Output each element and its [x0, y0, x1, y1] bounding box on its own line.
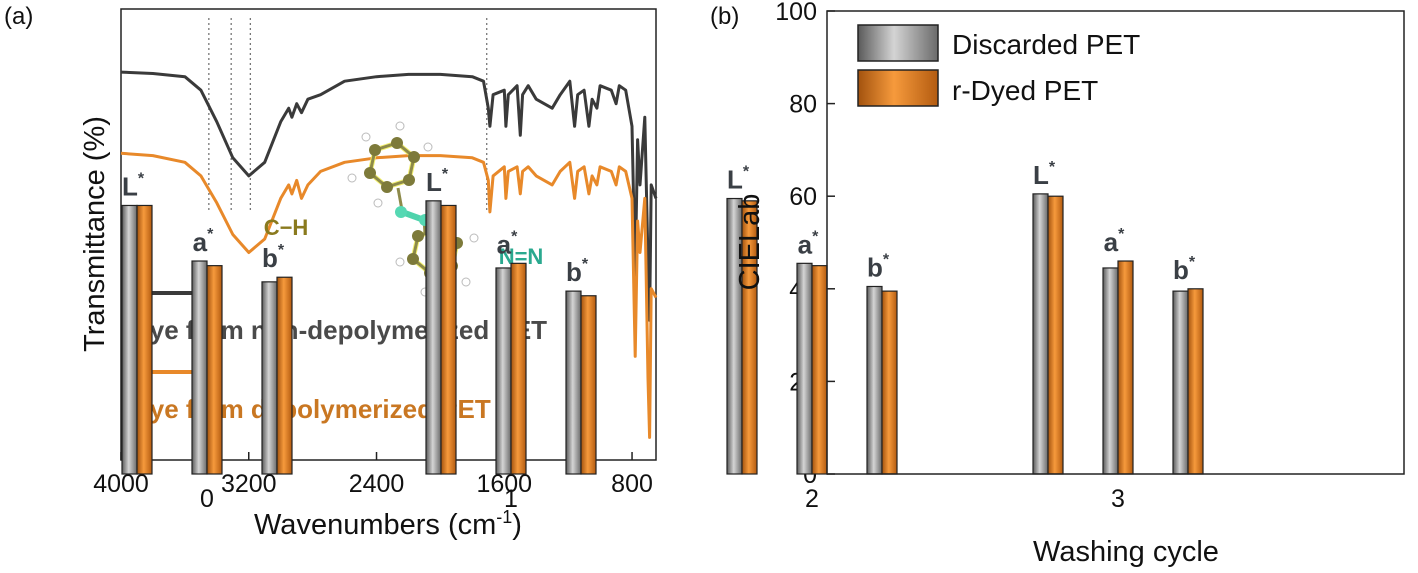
- panel-a-label: (a): [4, 3, 33, 30]
- bar-discarded-cycle-1-l: [425, 200, 442, 475]
- bar-discarded-cycle-0-b: [261, 281, 278, 475]
- bar-discarded-cycle-1-b: [565, 290, 582, 475]
- panel-a-x-axis-title: Wavenumbers (cm-1): [254, 507, 522, 541]
- panel-b-ytick-label: 60: [789, 183, 817, 211]
- bar-discarded-cycle-2-a: [796, 262, 813, 475]
- group-label-a: a*: [193, 226, 214, 257]
- group-label-l: L*: [426, 166, 449, 197]
- bar-r-dyed-cycle-3-l: [1047, 195, 1064, 475]
- group-label-b: b*: [867, 251, 890, 282]
- azobenzene-molecule-icon: [347, 121, 479, 297]
- panel-a-series: [120, 70, 658, 439]
- bar-r-dyed-cycle-3-a: [1117, 260, 1134, 475]
- panel-b-x-axis: 0 1 2 3: [200, 466, 1125, 513]
- group-label-b: b*: [1173, 254, 1196, 285]
- panel-b-xtick-label: 2: [805, 485, 819, 513]
- bar-r-dyed-cycle-2-b: [881, 290, 898, 475]
- bar-r-dyed-cycle-2-l: [741, 200, 758, 475]
- panel-a-xticks: 4000 3200 2400 1600 800: [93, 452, 653, 498]
- bar-discarded-cycle-2-b: [866, 285, 883, 475]
- bar-discarded-cycle-3-l: [1032, 193, 1049, 475]
- legend-swatch-discarded-pet: [857, 24, 939, 62]
- panel-b-bars: [121, 193, 1204, 475]
- legend-label-discarded-pet: Discarded PET: [952, 29, 1140, 60]
- legend-label-r-dyed-pet: r-Dyed PET: [952, 75, 1098, 106]
- group-label-l: L*: [727, 164, 750, 195]
- panel-b-y-axis-title: CIELab: [734, 194, 766, 291]
- bar-r-dyed-cycle-1-b: [580, 295, 597, 475]
- group-label-b: b*: [262, 242, 285, 273]
- bar-r-dyed-cycle-0-l: [136, 204, 153, 475]
- annotation-c-h: C−H: [264, 215, 309, 240]
- panel-b-group-labels: L* a* b* L* a* b* L* a* b* L* a* b*: [122, 159, 1196, 287]
- bar-discarded-cycle-3-b: [1172, 290, 1189, 475]
- panel-b-xtick-label: 1: [504, 485, 518, 513]
- group-label-a: a*: [1104, 226, 1125, 257]
- bar-discarded-cycle-0-l: [121, 204, 138, 475]
- legend-swatch-r-dyed-pet: [857, 69, 939, 107]
- group-label-l: L*: [122, 170, 145, 201]
- panel-a-y-axis-title: Transmittance (%): [79, 116, 111, 352]
- panel-b-ytick-label: 80: [789, 91, 817, 119]
- panel-a-xtick-label: 3200: [221, 470, 277, 498]
- bar-r-dyed-cycle-0-a: [206, 265, 223, 475]
- panel-b-xtick-label: 0: [200, 485, 214, 513]
- bar-discarded-cycle-3-a: [1102, 267, 1119, 475]
- group-label-a: a*: [798, 228, 819, 259]
- panel-a-series-line-1: [120, 151, 658, 439]
- bar-r-dyed-cycle-2-a: [811, 265, 828, 475]
- bar-r-dyed-cycle-3-b: [1187, 288, 1204, 475]
- panel-b-xtick-label: 3: [1111, 485, 1125, 513]
- bar-r-dyed-cycle-0-b: [276, 276, 293, 475]
- panel-a: (a) 4000 3200 2400 1600 800 Wavenumbers (cm-…: [4, 3, 658, 541]
- panel-a-plot-frame: [120, 8, 657, 461]
- panel-a-xtick-label: 800: [611, 470, 653, 498]
- bar-r-dyed-cycle-1-l: [440, 204, 457, 475]
- bar-discarded-cycle-0-a: [191, 260, 208, 475]
- panel-b-plot-frame: [826, 10, 1405, 475]
- group-label-a: a*: [497, 228, 518, 259]
- panel-a-xtick-label: 2400: [349, 470, 405, 498]
- panel-b-x-axis-title: Washing cycle: [1033, 536, 1219, 568]
- panel-b-label: (b): [710, 3, 739, 30]
- panel-a-xtick-label: 1600: [476, 470, 532, 498]
- panel-a-xtick-label: 4000: [93, 470, 149, 498]
- bar-discarded-cycle-1-a: [495, 267, 512, 475]
- panel-b-legend: Discarded PET r-Dyed PET: [857, 24, 1140, 107]
- group-label-l: L*: [1033, 159, 1056, 190]
- bar-r-dyed-cycle-1-a: [510, 262, 527, 475]
- panel-a-series-line-0: [120, 70, 658, 322]
- panel-b-ytick-label: 100: [775, 0, 817, 26]
- group-label-b: b*: [566, 256, 589, 287]
